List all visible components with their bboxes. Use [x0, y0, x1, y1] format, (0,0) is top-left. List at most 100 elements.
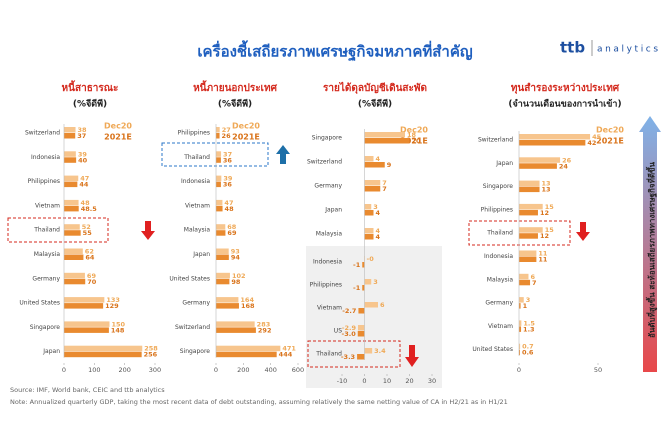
category-label: Vietnam: [185, 202, 210, 209]
bar: [357, 331, 365, 337]
chart-subtitle: (จำนวนเดือนของการนำเข้า): [508, 98, 621, 110]
value-label: 148: [111, 326, 125, 334]
category-label: US: [334, 328, 342, 335]
bar: [64, 248, 83, 254]
chart-subtitle: (%จีดีพี): [218, 99, 252, 110]
category-label: United States: [169, 275, 210, 282]
value-label: 129: [105, 302, 119, 310]
value-label: 4: [376, 227, 381, 235]
bar: [216, 345, 281, 352]
panel-background: [306, 246, 442, 388]
value-label: 1.3: [523, 325, 535, 333]
bar: [519, 227, 543, 233]
bar: [216, 230, 226, 236]
value-label: 26: [562, 156, 572, 164]
source-note: Source: IMF, World bank, CEIC and ttb an…: [10, 386, 165, 394]
bar: [216, 272, 230, 279]
value-label: 48.5: [81, 205, 98, 213]
bar: [216, 157, 221, 163]
value-label: 26: [222, 132, 232, 140]
bar: [64, 351, 142, 358]
x-tick-label: 300: [149, 366, 161, 374]
value-label: 69: [227, 229, 237, 237]
x-tick-label: 20: [405, 377, 413, 385]
chart-title: รายได้ดุลบัญชีเดินสะพัด: [323, 81, 427, 94]
bar: [64, 133, 76, 139]
value-label: 283: [257, 320, 271, 328]
value-label: 7: [382, 185, 387, 193]
value-label: 7: [532, 279, 537, 287]
bar: [216, 181, 221, 188]
value-label: -2.9: [342, 324, 357, 332]
value-label: 38: [78, 126, 88, 134]
category-label: Philippines: [178, 130, 210, 137]
bar: [216, 127, 220, 133]
legend-entry: 2021E: [104, 133, 132, 142]
bar: [64, 272, 85, 279]
value-label: -1: [353, 284, 361, 292]
bar: [519, 320, 522, 326]
category-label: United States: [472, 346, 513, 353]
value-label: 3.4: [374, 347, 386, 355]
value-label: 6: [530, 273, 535, 281]
bar: [519, 180, 540, 187]
value-label: 52: [82, 223, 91, 231]
value-label: 444: [279, 351, 293, 359]
bar: [64, 151, 76, 157]
category-label: Japan: [192, 251, 210, 258]
bar: [216, 303, 239, 309]
bar: [364, 234, 374, 240]
category-label: Philippines: [481, 206, 513, 213]
value-label: 11: [538, 250, 548, 258]
down-arrow: [405, 345, 419, 367]
value-label: 3: [373, 203, 378, 211]
bar: [519, 157, 561, 163]
bar: [64, 205, 79, 212]
value-label: 15: [545, 203, 555, 211]
category-label: Japan: [324, 207, 342, 214]
bar: [64, 297, 105, 303]
value-label: 64: [85, 254, 95, 262]
category-label: Switzerland: [307, 159, 342, 166]
footnote: Note: Annualized quarterly GDP, taking t…: [10, 398, 508, 406]
value-label: 55: [83, 229, 93, 237]
value-label: 37: [223, 150, 232, 158]
value-label: 47: [224, 199, 233, 207]
category-label: Switzerland: [175, 324, 210, 331]
bar: [64, 230, 81, 236]
value-label: 3: [526, 296, 531, 304]
bar: [216, 351, 277, 358]
value-label: 39: [223, 175, 233, 183]
category-label: Vietnam: [317, 305, 342, 312]
value-label: 12: [540, 209, 549, 217]
value-label: -3.3: [341, 353, 355, 361]
x-tick-label: 30: [428, 377, 436, 385]
value-label: -2.7: [342, 307, 356, 315]
category-label: Thailand: [315, 351, 342, 358]
value-label: 24: [559, 162, 569, 170]
bar: [64, 127, 76, 133]
bar: [364, 279, 372, 285]
bar: [64, 327, 109, 333]
highlight-box: [468, 220, 571, 246]
value-label: 94: [231, 254, 241, 262]
category-label: Germany: [32, 275, 60, 282]
value-label: 3: [373, 278, 378, 286]
page-title: เครื่องชี้เสถียรภาพเศรษฐกิจมหภาคที่สำคัญ: [197, 40, 473, 62]
bar: [216, 321, 255, 327]
value-label: 6: [380, 301, 385, 309]
category-label: United States: [19, 300, 60, 307]
category-label: Philippines: [28, 178, 60, 185]
value-label: 20: [412, 137, 422, 145]
value-label: 1: [523, 302, 528, 310]
x-tick-label: 100: [88, 366, 100, 374]
value-label: 13: [542, 180, 551, 188]
value-label: 15: [545, 226, 555, 234]
bar: [216, 133, 220, 139]
value-label: 0.7: [522, 343, 534, 351]
bar: [216, 297, 239, 303]
value-label: 102: [232, 272, 246, 280]
bar: [216, 224, 226, 230]
value-label: 42: [587, 139, 596, 147]
